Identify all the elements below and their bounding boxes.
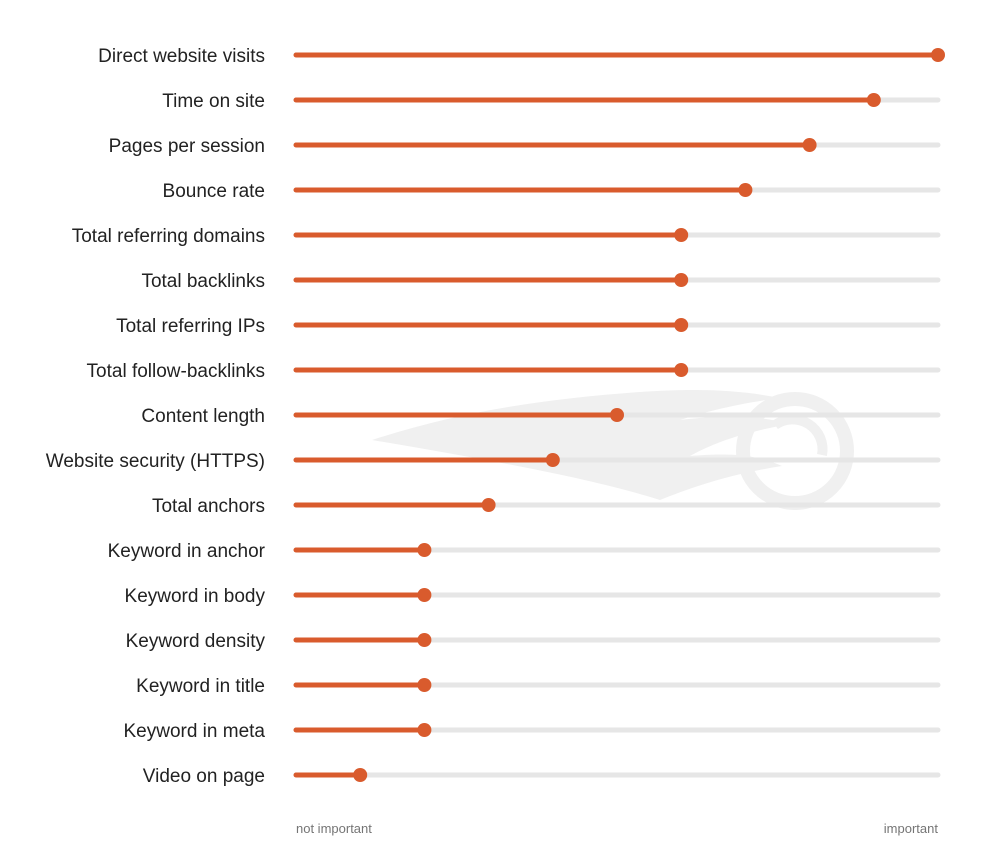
chart-row: Keyword in body	[125, 586, 941, 607]
value-dot	[417, 633, 432, 647]
flame-logo-arc	[772, 414, 828, 456]
chart-row: Keyword in title	[136, 676, 941, 697]
chart-row: Total backlinks	[141, 271, 941, 292]
chart-row: Time on site	[162, 91, 941, 112]
category-label: Video on page	[143, 766, 265, 787]
value-dot	[802, 138, 817, 152]
category-label: Total follow-backlinks	[87, 361, 265, 382]
value-dot	[674, 273, 689, 287]
category-label: Content length	[141, 406, 265, 427]
chart-row: Content length	[141, 406, 941, 427]
chart-row: Website security (HTTPS)	[46, 451, 941, 472]
value-dot	[353, 768, 368, 782]
chart-row: Bounce rate	[163, 181, 941, 202]
value-dot	[417, 543, 432, 557]
category-label: Website security (HTTPS)	[46, 451, 265, 472]
category-label: Bounce rate	[163, 181, 265, 202]
chart-row: Keyword in meta	[123, 721, 941, 742]
value-dot	[738, 183, 753, 197]
value-dot	[417, 678, 432, 692]
value-dot	[417, 723, 432, 737]
chart-row: Direct website visits	[98, 46, 945, 67]
category-label: Total backlinks	[141, 271, 265, 292]
value-dot	[417, 588, 432, 602]
value-dot	[610, 408, 624, 422]
value-dot	[674, 363, 689, 377]
axis-max-label: important	[884, 821, 939, 836]
value-dot	[481, 498, 496, 512]
chart-row: Total referring IPs	[116, 316, 941, 337]
flame-shape	[372, 390, 790, 500]
chart-row: Total follow-backlinks	[87, 361, 941, 382]
chart-row: Keyword density	[126, 631, 941, 652]
category-label: Keyword in anchor	[108, 541, 266, 562]
category-label: Total referring domains	[72, 226, 265, 247]
value-dot	[674, 318, 689, 332]
category-label: Time on site	[162, 91, 265, 112]
chart-row: Total referring domains	[72, 226, 941, 247]
chart-rows: Direct website visits Time on site Pages p…	[46, 46, 945, 787]
flame-logo-icon	[372, 390, 854, 510]
category-label: Keyword density	[126, 631, 266, 652]
chart-row: Keyword in anchor	[108, 541, 941, 562]
category-label: Keyword in title	[136, 676, 265, 697]
category-label: Pages per session	[109, 136, 265, 157]
category-label: Total referring IPs	[116, 316, 265, 337]
chart-row: Video on page	[143, 766, 941, 787]
axis-min-label: not important	[296, 821, 372, 836]
category-label: Total anchors	[152, 496, 265, 517]
value-dot	[931, 48, 945, 62]
category-label: Direct website visits	[98, 46, 265, 67]
chart-row: Pages per session	[109, 136, 941, 157]
chart-row: Total anchors	[152, 496, 941, 517]
category-label: Keyword in meta	[123, 721, 265, 742]
value-dot	[674, 228, 689, 242]
category-label: Keyword in body	[125, 586, 266, 607]
value-dot	[545, 453, 560, 467]
value-dot	[866, 93, 881, 107]
